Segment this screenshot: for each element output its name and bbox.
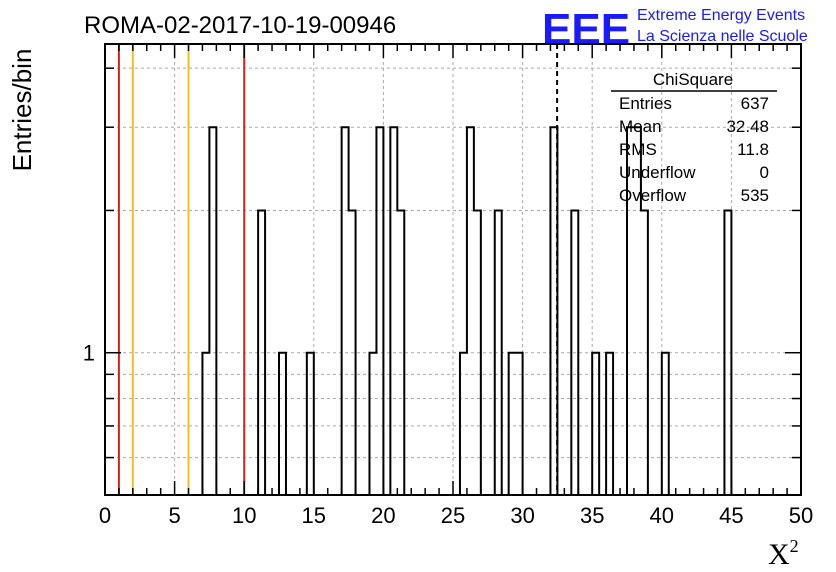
x-tick-label: 0: [99, 503, 111, 528]
x-tick-label: 15: [302, 503, 326, 528]
x-tick-label: 50: [789, 503, 813, 528]
x-axis-label-base: X: [768, 538, 790, 571]
x-axis-label-sup: 2: [790, 536, 799, 556]
threshold-lines: [117, 44, 559, 495]
stats-value: 11.8: [737, 140, 769, 159]
stats-title: ChiSquare: [653, 70, 733, 89]
axis-tick-labels: 0 5 10 15 20 25 30 35 40 45 50 1: [83, 341, 813, 528]
y-axis-label: Entries/bin: [7, 49, 37, 172]
grid-lines: [105, 44, 801, 495]
x-axis-label: X2: [768, 536, 799, 571]
chart-title: ROMA-02-2017-10-19-00946: [84, 12, 396, 39]
stats-value: 0: [760, 163, 769, 182]
x-tick-label: 25: [441, 503, 465, 528]
stats-value: 32.48: [726, 117, 769, 136]
stats-label: Underflow: [619, 163, 696, 182]
stats-value: 637: [741, 94, 769, 113]
stats-value: 535: [741, 186, 769, 205]
eee-logo-line2: La Scienza nelle Scuole: [637, 28, 808, 45]
x-tick-label: 45: [719, 503, 743, 528]
stats-label: Mean: [619, 117, 662, 136]
x-tick-label: 40: [650, 503, 674, 528]
stats-label: RMS: [619, 140, 657, 159]
x-tick-label: 20: [371, 503, 395, 528]
y-tick-label: 1: [83, 341, 95, 366]
stats-label: Entries: [619, 94, 672, 113]
stats-rows: Entries 637 Mean 32.48 RMS 11.8 Underflow 0 Over…: [619, 94, 769, 205]
axis-ticks: [104, 44, 802, 495]
x-tick-label: 35: [580, 503, 604, 528]
x-tick-label: 10: [232, 503, 256, 528]
eee-logo: EEE Extreme Energy Events La Scienza nel…: [542, 5, 808, 54]
x-tick-label: 5: [168, 503, 180, 528]
stats-box: ChiSquare Entries 637 Mean 32.48 RMS 11.8 Unde…: [611, 70, 777, 205]
eee-logo-mark: EEE: [542, 5, 630, 54]
eee-logo-line1: Extreme Energy Events: [637, 7, 805, 24]
x-tick-label: 30: [510, 503, 534, 528]
stats-label: Overflow: [619, 186, 687, 205]
